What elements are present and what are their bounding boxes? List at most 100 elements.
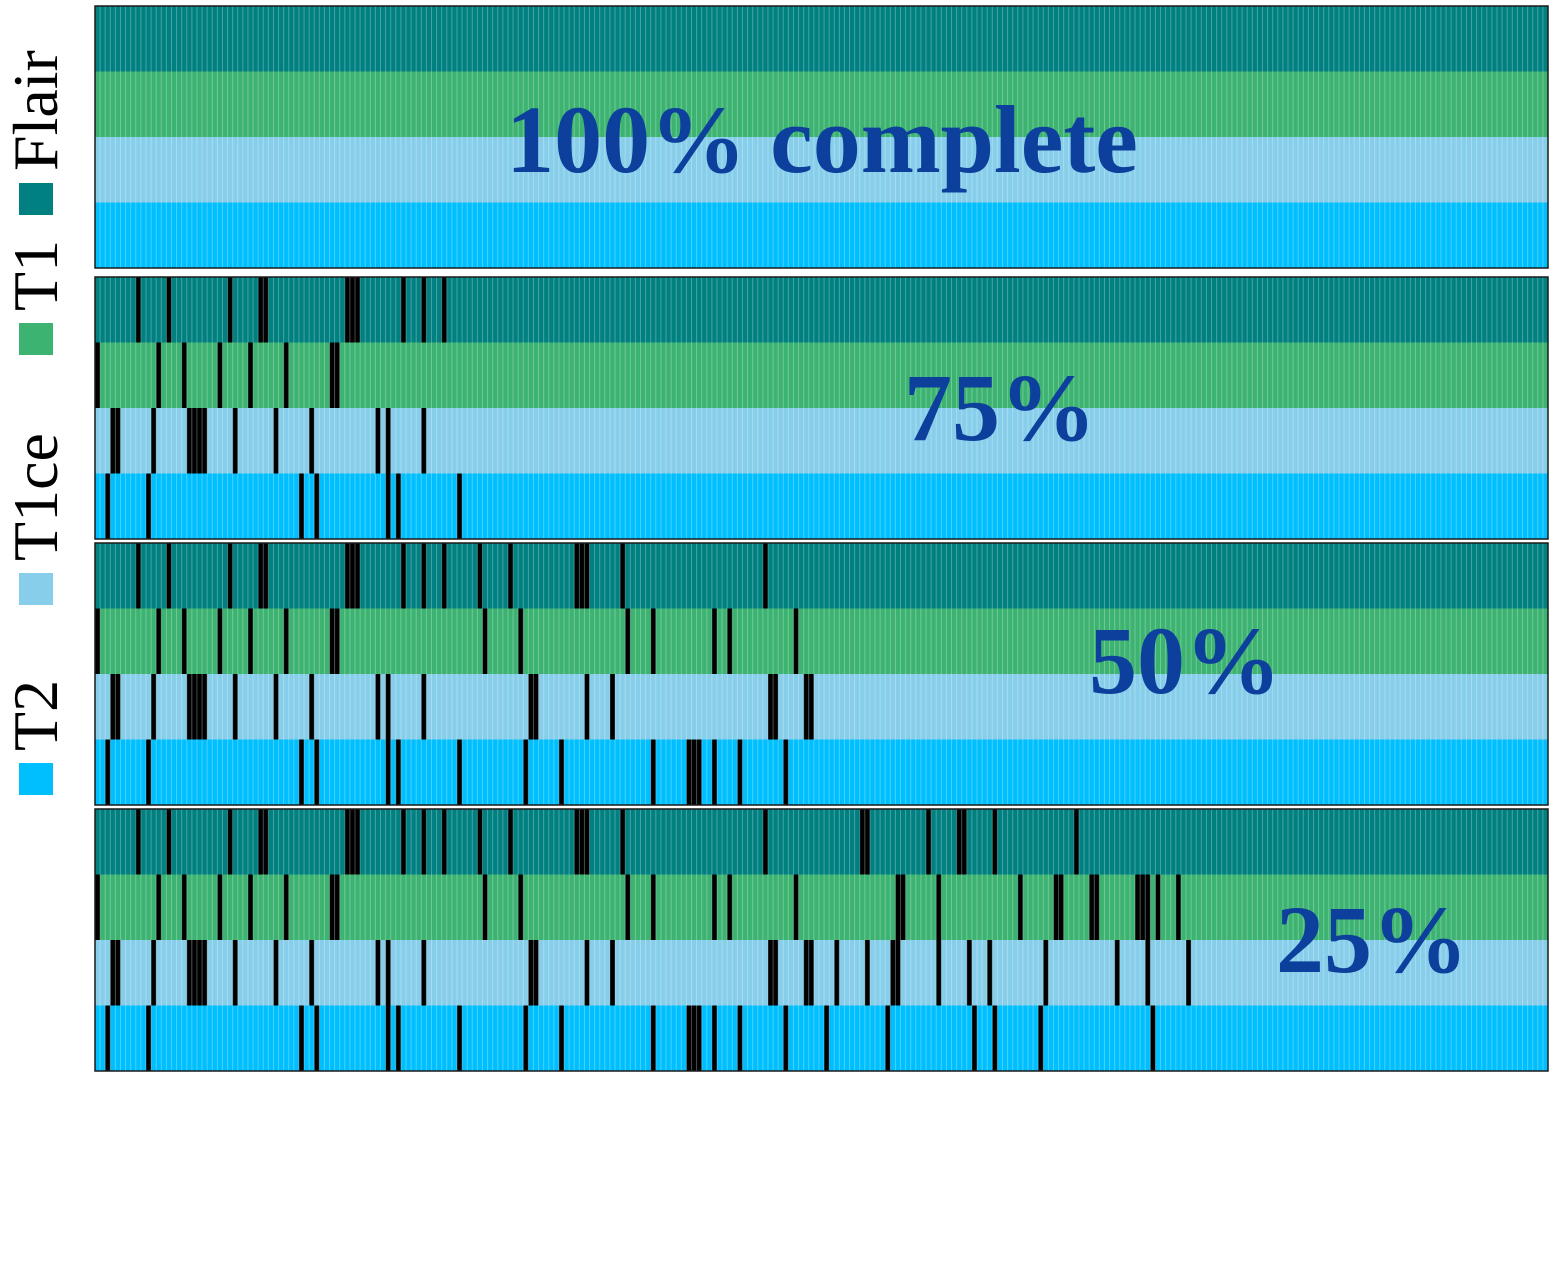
panel-border — [94, 5, 1549, 269]
missing-cell — [329, 608, 335, 674]
missing-cell — [421, 940, 427, 1006]
missing-cell — [145, 739, 152, 805]
missing-cell — [1089, 874, 1095, 940]
panel-border — [94, 808, 1549, 1072]
missing-cell — [533, 674, 539, 740]
missing-cell — [196, 940, 203, 1006]
missing-cell — [217, 342, 223, 408]
missing-cell — [507, 809, 514, 875]
missing-cell — [533, 940, 539, 1006]
legend-label-flair: Flair — [0, 50, 71, 171]
missing-cell — [711, 608, 717, 674]
panel-1: 100% complete — [94, 5, 1549, 269]
missing-cell — [298, 739, 305, 805]
missing-cell — [355, 809, 361, 875]
missing-cell — [166, 809, 172, 875]
panel-label: 25% — [1276, 886, 1468, 993]
missing-cell — [477, 809, 483, 875]
missing-cell — [385, 739, 391, 805]
missing-cell — [834, 940, 840, 1006]
missing-cell — [196, 408, 203, 474]
missing-cell — [574, 809, 580, 875]
missing-cell — [767, 940, 774, 1006]
legend-swatch-t1 — [19, 323, 53, 355]
missing-cell — [737, 739, 743, 805]
missing-cell — [202, 674, 208, 740]
missing-cell — [344, 809, 350, 875]
row-t1 — [95, 71, 1548, 137]
missing-cell — [186, 408, 192, 474]
missing-cell — [808, 674, 814, 740]
missing-cell — [314, 1005, 320, 1071]
missing-cell — [1053, 874, 1059, 940]
panels: 100% complete 75% 50% 25% — [94, 5, 1549, 1072]
missing-cell — [110, 408, 116, 474]
panel-3: 50% — [94, 542, 1549, 806]
missing-cell — [1094, 874, 1100, 940]
missing-cell — [181, 874, 187, 940]
missing-cell — [156, 342, 162, 408]
missing-cell — [890, 940, 896, 1006]
missing-cell — [258, 543, 264, 609]
missing-cell — [956, 809, 962, 875]
legend-label-t2: T2 — [0, 680, 71, 751]
missing-cell — [1043, 940, 1049, 1006]
missing-cell — [584, 940, 590, 1006]
missing-cell — [334, 874, 340, 940]
missing-cell — [349, 277, 356, 343]
missing-cell — [135, 543, 141, 609]
missing-cell — [181, 608, 187, 674]
legend-label-t1ce: T1ce — [0, 433, 71, 561]
missing-cell — [441, 809, 447, 875]
missing-cell — [202, 940, 208, 1006]
row-t1ce — [95, 408, 1548, 474]
missing-cell — [803, 674, 809, 740]
missing-cell — [263, 277, 269, 343]
missing-cell — [456, 473, 463, 539]
missing-cell — [334, 342, 340, 408]
missing-cell — [482, 608, 488, 674]
missing-cell — [1114, 940, 1120, 1006]
missing-cell — [737, 1005, 743, 1071]
missing-cell — [584, 543, 590, 609]
missing-cell — [456, 1005, 463, 1071]
missing-cell — [400, 543, 406, 609]
missing-cell — [992, 809, 998, 875]
missing-cell — [263, 543, 269, 609]
missing-cell — [375, 674, 381, 740]
missing-cell — [691, 1005, 697, 1071]
missing-cell — [579, 543, 585, 609]
missing-cell — [156, 874, 162, 940]
missing-cell — [793, 874, 799, 940]
missing-cell — [105, 1005, 111, 1071]
missing-cell — [309, 940, 315, 1006]
missing-cell — [1186, 940, 1192, 1006]
missing-cell — [859, 809, 865, 875]
missing-cell — [166, 543, 172, 609]
row-t2 — [95, 202, 1548, 268]
missing-cell — [145, 1005, 152, 1071]
missing-cell — [711, 874, 717, 940]
missing-cell — [620, 543, 626, 609]
panel-label: 75% — [904, 354, 1096, 461]
missing-cell — [329, 342, 335, 408]
missing-cell — [273, 674, 279, 740]
sample-separators — [99, 277, 1544, 539]
panel-border — [94, 276, 1549, 540]
missing-cell — [686, 1005, 692, 1071]
missing-cell — [558, 1005, 565, 1071]
missing-cell — [1145, 874, 1151, 940]
sample-separators — [99, 543, 1544, 805]
missing-cell — [151, 674, 157, 740]
missing-cell — [711, 1005, 717, 1071]
missing-cell — [558, 739, 565, 805]
row-flair — [95, 6, 1548, 72]
missing-cell — [105, 739, 111, 805]
missing-cell — [156, 608, 162, 674]
missing-cell — [620, 809, 626, 875]
missing-cell — [793, 608, 799, 674]
missing-cell — [258, 809, 264, 875]
missing-cell — [1155, 874, 1161, 940]
missing-cell — [966, 940, 972, 1006]
missing-cell — [395, 739, 401, 805]
